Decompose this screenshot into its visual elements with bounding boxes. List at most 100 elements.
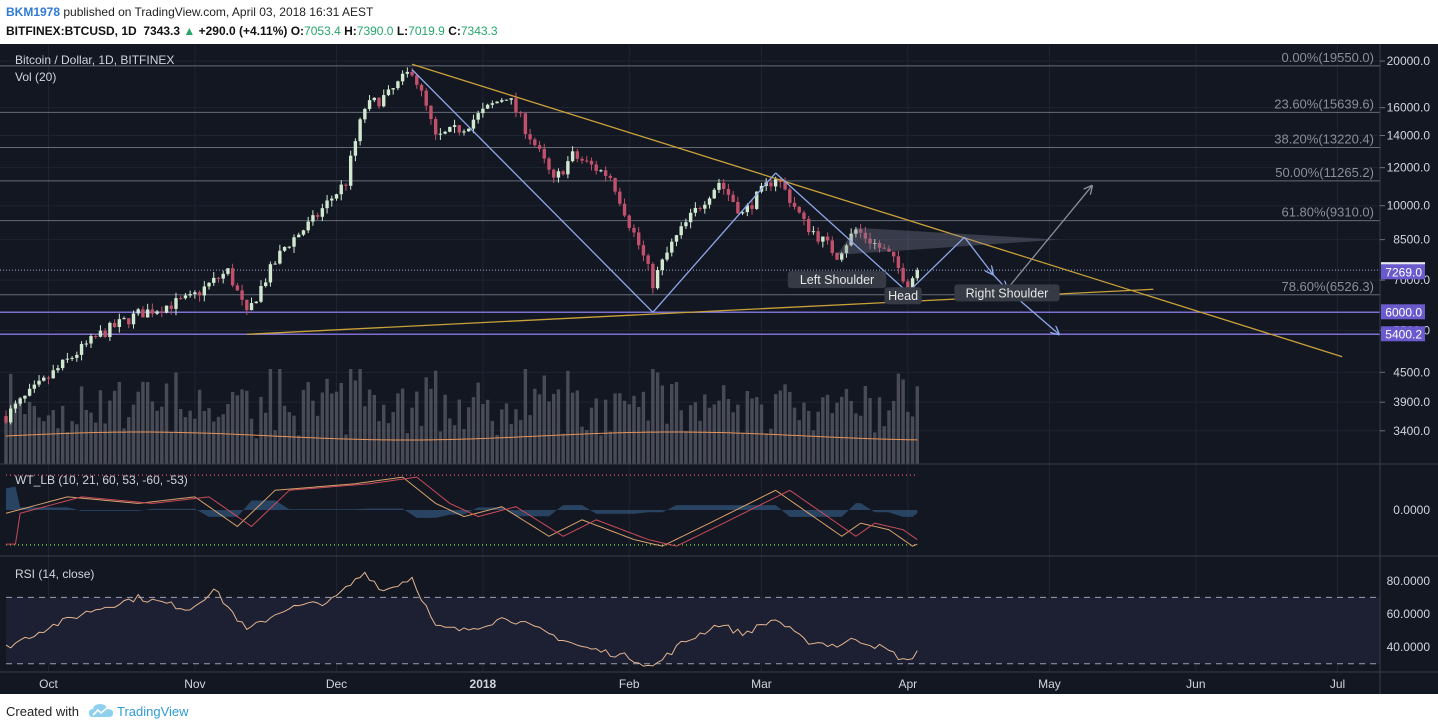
price-label: 5400.2 — [1385, 327, 1422, 341]
candle-body — [707, 198, 712, 205]
volume-bar — [608, 431, 613, 464]
volume-ma-line — [5, 431, 918, 441]
volume-bar — [637, 407, 641, 464]
volume-bar — [183, 417, 188, 464]
volume-bar — [230, 391, 235, 464]
volume-bar — [382, 404, 386, 464]
time-tick: Mar — [751, 677, 772, 691]
volume-bar — [348, 369, 353, 464]
volume-bar — [122, 428, 126, 464]
candle-body — [665, 252, 669, 260]
volume-bar — [523, 369, 528, 464]
candle-body — [448, 126, 452, 132]
pane-separators — [0, 44, 1438, 694]
volume-bar — [773, 394, 778, 464]
candle-body — [703, 204, 707, 209]
candle-body — [528, 134, 532, 140]
candle-body — [18, 398, 22, 404]
volume-bar — [476, 382, 480, 464]
candle-body — [599, 170, 603, 172]
volume-bar — [674, 382, 679, 464]
volume-bar — [646, 420, 650, 464]
candle-body — [882, 247, 886, 249]
volume-bar — [174, 372, 178, 464]
author-link[interactable]: BKM1978 — [6, 5, 61, 19]
volume-bar — [141, 381, 145, 464]
volume-bar — [821, 397, 825, 464]
candle-body — [108, 322, 112, 337]
volume-bar — [755, 397, 759, 464]
volume-bar — [471, 397, 476, 464]
rsi-tick: 40.0000 — [1387, 640, 1431, 654]
price-axis[interactable]: 20000.0 16000.0 14000.0 12000.0 10000.0 8500.… — [1380, 54, 1430, 438]
up-arrow-icon: ▲ — [183, 24, 196, 38]
footer: Created with TradingView — [0, 694, 1438, 728]
chart-canvas[interactable]: 0.00%(19550.0) 23.60%(15639.6) 38.20%(1322… — [0, 44, 1438, 694]
candle-body — [188, 294, 192, 296]
volume-bar — [424, 377, 428, 464]
price-label-box — [1381, 304, 1425, 320]
candle-body — [415, 75, 419, 85]
candle-body — [840, 253, 844, 260]
candle-body — [471, 119, 476, 129]
volume-bar — [79, 386, 84, 464]
volume-bar — [410, 407, 414, 464]
time-axis[interactable]: Oct Nov Dec 2018 Feb Mar Apr May Jun Jul — [39, 677, 1345, 691]
candle-body — [792, 202, 797, 207]
volume-bar — [684, 431, 688, 464]
volume-bar — [164, 383, 169, 464]
volume-bar — [344, 434, 348, 464]
candle-body — [179, 298, 183, 300]
volume-bar — [297, 435, 301, 464]
volume-bar — [84, 410, 88, 464]
rsi-tick: 60.0000 — [1387, 607, 1431, 621]
volume-bar — [292, 415, 296, 464]
volume-bar — [311, 400, 315, 464]
candle-body — [500, 100, 504, 102]
wt-label: WT_LB (10, 21, 60, 53, -60, -53) — [15, 473, 188, 487]
volume-bar — [320, 392, 325, 464]
volume-bar — [533, 388, 537, 464]
candle-body — [452, 125, 457, 127]
volume-bar — [783, 384, 787, 464]
volume-bar — [282, 405, 287, 464]
volume-bar — [212, 421, 216, 464]
candle-body — [254, 301, 258, 304]
grid — [0, 44, 1380, 672]
volume-bar — [655, 372, 660, 464]
candle-body — [457, 125, 461, 133]
tradingview-link[interactable]: TradingView — [117, 704, 189, 719]
candle-body — [391, 88, 395, 90]
volume-bar — [103, 423, 107, 464]
candle-body — [783, 181, 787, 190]
volume-bar — [207, 408, 211, 464]
candle-body — [263, 282, 268, 287]
close-value: 7343.3 — [460, 24, 498, 38]
volume-bar — [372, 395, 376, 464]
volume-bar — [552, 393, 556, 464]
volume-bar — [887, 410, 891, 464]
volume-bar — [235, 395, 240, 464]
candle-body — [155, 311, 159, 314]
volume-bar — [556, 389, 561, 464]
candle-body — [51, 370, 55, 379]
candle-body — [42, 377, 46, 381]
candle-body — [424, 90, 428, 106]
candle-body — [594, 164, 598, 171]
volume-bar — [75, 424, 79, 464]
volume-bar — [330, 393, 334, 464]
candle-body — [150, 309, 155, 314]
candle-body — [419, 84, 424, 91]
candle-body — [490, 103, 495, 105]
volume-bar — [736, 404, 740, 464]
candle-body — [287, 246, 291, 248]
fib-retracement: 0.00%(19550.0) 23.60%(15639.6) 38.20%(1322… — [0, 50, 1380, 296]
volume-bar — [575, 390, 580, 464]
volume-bar — [599, 435, 603, 464]
pattern-triangle — [837, 227, 1059, 255]
volume-bar — [42, 421, 46, 464]
candle-body — [481, 108, 485, 114]
volume-bar — [561, 433, 565, 464]
price-change: +290.0 (+4.11%) — [198, 24, 288, 38]
candle-body — [887, 248, 891, 252]
